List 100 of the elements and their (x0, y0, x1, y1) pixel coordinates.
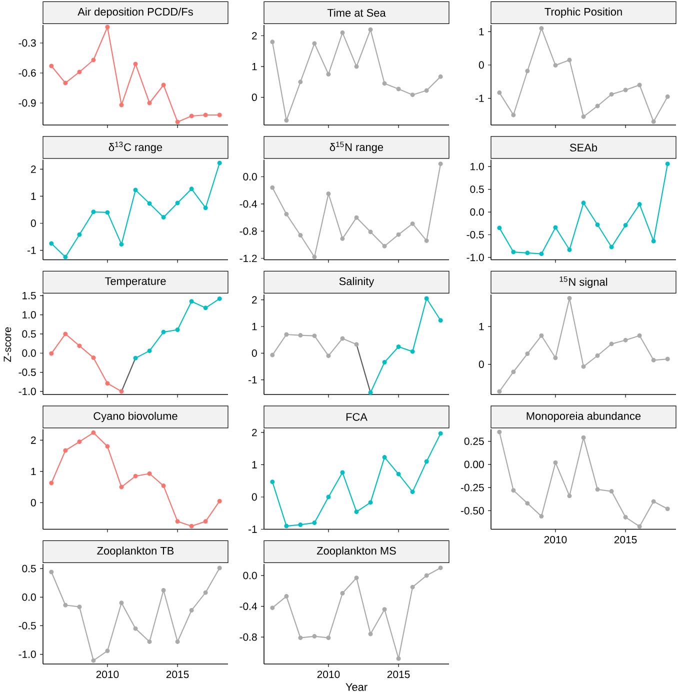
y-tick-label: 1 (479, 322, 484, 330)
y-tick-label: -1.0 (18, 388, 36, 396)
point (147, 201, 152, 206)
point (63, 602, 68, 608)
point (424, 459, 429, 464)
point (497, 389, 502, 394)
point (581, 114, 586, 119)
y-tick-label: 1 (252, 62, 257, 70)
point (175, 519, 180, 524)
point (424, 296, 429, 301)
point (270, 352, 275, 358)
y-tick-label: 1 (31, 468, 36, 476)
chart-title: SEAb (570, 143, 598, 152)
point (77, 232, 82, 237)
point (217, 566, 222, 570)
y-tick-label: 1 (479, 28, 484, 36)
point (525, 351, 530, 356)
y-tick-label: 2 (252, 428, 257, 436)
point (91, 430, 96, 435)
point (63, 332, 68, 336)
point (651, 238, 656, 244)
y-tick-label: 0.25 (464, 438, 484, 445)
point (340, 30, 345, 35)
point (396, 656, 401, 661)
y-tick-label: -0.25 (460, 484, 484, 492)
point (161, 215, 166, 220)
point (49, 351, 54, 356)
point (326, 494, 331, 500)
y-tick-label: 0.00 (464, 460, 484, 468)
point (203, 112, 208, 118)
point (581, 435, 586, 440)
chart-title: Monoporeia abundance (526, 412, 641, 422)
point (217, 296, 222, 301)
y-tick-label: 0.5 (22, 330, 36, 338)
point (539, 514, 544, 519)
y-tick-label: -0.5 (18, 368, 36, 376)
point (623, 338, 628, 342)
point (119, 102, 124, 108)
point (410, 349, 415, 354)
point (567, 247, 572, 252)
point (217, 112, 222, 118)
y-tick-label: -0.9 (18, 99, 36, 107)
point (539, 333, 544, 338)
x-axis-title: Year (346, 683, 368, 691)
y-tick-label: 1.5 (22, 292, 36, 300)
point (595, 222, 600, 227)
y-tick-label: -0.8 (240, 633, 257, 641)
point (553, 225, 558, 230)
point (119, 600, 124, 606)
y-tick-label: 0.0 (243, 173, 257, 180)
point (637, 524, 642, 529)
point (354, 64, 359, 69)
point (511, 250, 516, 254)
y-tick-label: -1 (475, 94, 484, 102)
point (368, 500, 373, 505)
point (298, 233, 303, 238)
point (665, 356, 670, 362)
point (161, 82, 166, 88)
point (382, 607, 387, 612)
point (119, 242, 124, 247)
point (410, 221, 415, 226)
point (637, 202, 642, 207)
point (511, 370, 516, 374)
point (438, 74, 443, 79)
point (623, 514, 628, 520)
point (284, 212, 289, 216)
point (396, 344, 401, 350)
point (91, 355, 96, 360)
point (539, 26, 544, 31)
y-tick-label: -1.0 (466, 254, 484, 262)
point (340, 590, 345, 596)
chart-title: Zooplankton TB (97, 546, 174, 557)
y-tick-label: 2 (252, 296, 257, 304)
point (63, 254, 68, 260)
point (553, 460, 558, 465)
point (438, 162, 443, 166)
y-tick-label: 0 (252, 94, 257, 102)
y-tick-label: -1 (27, 246, 36, 254)
point (396, 86, 401, 92)
point (77, 70, 82, 74)
point (665, 506, 670, 512)
point (567, 58, 572, 62)
point (637, 82, 642, 88)
point (189, 114, 194, 118)
y-tick-label: -1 (248, 526, 257, 533)
chart-title: Temperature (104, 277, 166, 288)
chart-title: δ$^{15}$N range (330, 142, 384, 154)
x-tick-label: 2010 (317, 670, 340, 678)
y-tick-label: -0.8 (240, 227, 257, 235)
point (298, 80, 303, 84)
point (511, 112, 516, 118)
y-tick-label: -0.50 (460, 507, 484, 514)
point (77, 439, 82, 444)
x-tick-label: 2010 (96, 670, 119, 678)
point (175, 200, 180, 206)
point (438, 431, 443, 436)
x-tick-label: 2015 (166, 670, 189, 678)
chart-title: FCA (346, 413, 368, 421)
point (284, 118, 289, 123)
y-tick-label: 2 (31, 436, 36, 444)
